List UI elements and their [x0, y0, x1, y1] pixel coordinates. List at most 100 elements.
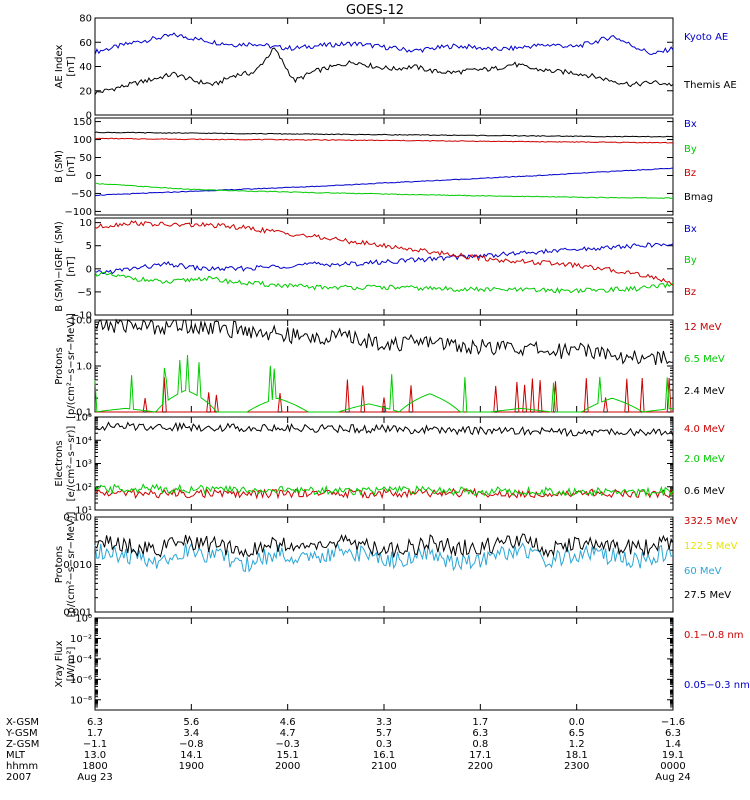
y-axis-label: Protons	[54, 347, 65, 384]
x-axis-tick-x-gsm: 6.3	[87, 717, 103, 728]
series-line-kyoto-ae	[94, 32, 674, 56]
x-axis-tick-x-gsm: −1.6	[661, 717, 685, 728]
x-axis-tick-z-gsm: 0.3	[376, 739, 392, 750]
x-axis-tick-hhmm: 1900	[179, 761, 204, 772]
panel-bsm: −100 −50 0 50 100 150 B (SM) [nT] Bx By Bz Bmag	[54, 117, 713, 218]
x-axis-tick-date: Aug 24	[655, 772, 690, 783]
x-axis-row-label: Z-GSM	[6, 739, 39, 750]
x-axis-tick-z-gsm: −0.3	[276, 739, 300, 750]
panel-ae: 0 20 40 60 80 AE Index [nT] Kyoto AE Themis AE	[54, 14, 737, 122]
panel-xray: 10⁻⁸ 10⁻⁶ 10⁻⁴ 10⁻² 10⁰ Xray Flux [W/m²] 0.1−0.…	[54, 614, 750, 711]
series-line-by	[94, 271, 674, 294]
x-axis-tick-y-gsm: 1.7	[87, 728, 103, 739]
y-tick-label: 0.1	[76, 408, 92, 419]
panel-bsm_igrf: −10 −5 0 5 10 B (SM)−IGRF (SM) [nT] Bx By Bz	[54, 217, 697, 322]
y-tick-label: −5	[77, 287, 92, 298]
y-tick-label: 10.0	[70, 316, 92, 327]
y-tick-label: 10³	[75, 459, 92, 470]
x-axis-row-label: MLT	[6, 750, 26, 761]
legend-label: 332.5 MeV	[684, 516, 738, 527]
y-tick-label: 5	[86, 241, 92, 252]
y-tick-label: −100	[65, 207, 92, 218]
x-axis-tick-z-gsm: −0.8	[179, 739, 203, 750]
y-tick-label: 10⁵	[75, 413, 92, 424]
legend-label: 4.0 MeV	[684, 424, 725, 435]
y-tick-label: 10¹	[75, 506, 92, 517]
x-axis-tick-hhmm: 2100	[371, 761, 396, 772]
x-axis-tick-y-gsm: 3.4	[183, 728, 199, 739]
series-line-bx	[94, 167, 674, 197]
legend-label: Bz	[684, 168, 696, 179]
y-axis-label: B (SM)−IGRF (SM)	[54, 221, 65, 312]
legend-label: Kyoto AE	[684, 32, 728, 43]
x-axis-row-label: 2007	[6, 772, 31, 783]
series-line-27-5-mev	[94, 533, 674, 558]
y-tick-label: 0.001	[63, 608, 92, 619]
x-axis-tick-z-gsm: 0.8	[472, 739, 488, 750]
legend-label: By	[684, 255, 697, 266]
y-axis-label: Xray Flux	[54, 640, 65, 687]
y-tick-label: 10²	[75, 482, 92, 493]
y-axis-unit: [p/(cm²−s−sr−MeV)]	[66, 511, 77, 617]
x-axis-tick-x-gsm: 0.0	[569, 717, 585, 728]
y-axis-unit: [nT]	[66, 56, 77, 76]
legend-label: 0.6 MeV	[684, 486, 725, 497]
legend-label: 122.5 MeV	[684, 541, 738, 552]
y-tick-label: 40	[79, 62, 92, 73]
x-axis-tick-z-gsm: 1.4	[665, 739, 681, 750]
legend-label: 0.05−0.3 nm	[684, 680, 750, 691]
y-tick-label: 10	[79, 218, 92, 229]
x-axis-tick-y-gsm: 6.5	[569, 728, 585, 739]
x-axis-tick-y-gsm: 5.7	[376, 728, 392, 739]
x-axis-row-label: hhmm	[6, 761, 38, 772]
series-line-2-4-mev	[94, 318, 674, 366]
series-line-4-0-mev	[94, 487, 674, 500]
y-tick-label: 10⁻⁸	[70, 695, 92, 706]
y-tick-label: 0	[86, 171, 92, 182]
x-axis-tick-mlt: 15.1	[277, 750, 299, 761]
y-tick-label: 10⁻⁴	[70, 654, 92, 665]
panel-protons_high: 0.001 0.010 0.100 Protons [p/(cm²−s−sr−MeV)]…	[54, 511, 738, 618]
x-axis-tick-hhmm: 2200	[468, 761, 493, 772]
x-axis-tick-y-gsm: 6.3	[665, 728, 681, 739]
x-axis-tick-x-gsm: 1.7	[472, 717, 488, 728]
series-line-by	[94, 182, 674, 200]
panel-frame	[94, 117, 674, 216]
y-tick-label: 10⁴	[75, 436, 92, 447]
x-axis-tick-y-gsm: 4.7	[280, 728, 296, 739]
plot-title: GOES-12	[346, 3, 404, 18]
y-tick-label: 150	[73, 117, 92, 128]
series-line-bx	[94, 242, 674, 275]
legend-label: Bz	[684, 287, 696, 298]
y-tick-label: 0	[86, 264, 92, 275]
y-axis-unit: [nT]	[66, 256, 77, 276]
x-axis-tick-mlt: 16.1	[373, 750, 395, 761]
legend-label: 0.1−0.8 nm	[684, 630, 743, 641]
series-line-60-mev	[94, 542, 674, 573]
y-tick-label: 10⁻⁶	[70, 675, 92, 686]
y-tick-label: 0	[86, 111, 92, 122]
y-tick-label: 50	[79, 153, 92, 164]
x-axis-tick-z-gsm: −1.1	[83, 739, 107, 750]
x-axis-tick-hhmm: 1800	[82, 761, 107, 772]
x-axis-tick-hhmm: 0000	[660, 761, 685, 772]
y-axis-unit: [p/(cm²−s−sr−MeV)]	[66, 313, 77, 419]
x-axis-tick-x-gsm: 5.6	[183, 717, 199, 728]
legend-label: 6.5 MeV	[684, 354, 725, 365]
y-axis-label: Protons	[54, 546, 65, 583]
y-tick-label: 10⁻²	[70, 634, 92, 645]
y-axis-unit: [W/m²]	[66, 646, 77, 681]
panel-frame	[94, 416, 674, 511]
y-tick-label: 0.010	[63, 560, 92, 571]
y-axis-label: Electrons	[54, 440, 65, 486]
x-axis-tick-mlt: 13.0	[84, 750, 106, 761]
panel-electrons: 10¹ 10² 10³ 10⁴ 10⁵ Electrons [e/(cm²−s−sr)] 4.…	[54, 413, 725, 517]
legend-label: 2.4 MeV	[684, 386, 725, 397]
series-line-themis-ae	[94, 47, 674, 95]
legend-label: Bmag	[684, 192, 713, 203]
legend-label: By	[684, 144, 697, 155]
y-tick-label: 20	[79, 86, 92, 97]
y-axis-unit: [e/(cm²−s−sr)]	[66, 426, 77, 502]
x-axis-tick-mlt: 18.1	[566, 750, 588, 761]
